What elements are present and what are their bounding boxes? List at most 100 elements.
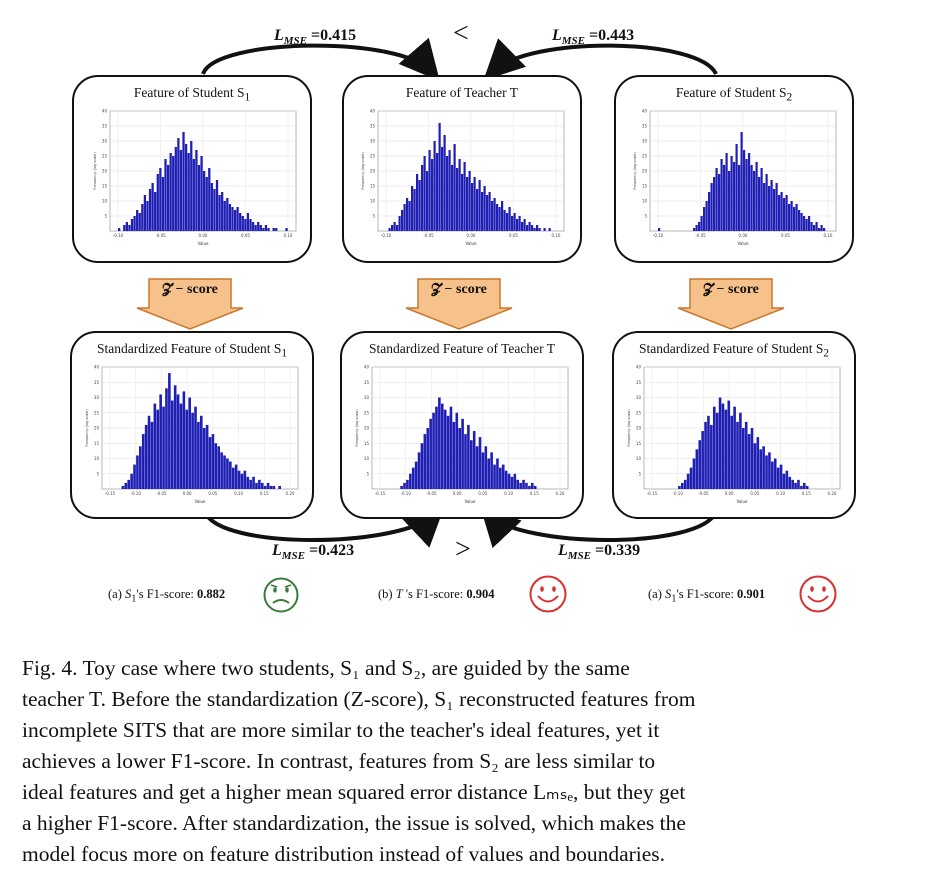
histogram-bar	[455, 412, 459, 489]
histogram-bar	[678, 485, 681, 489]
histogram-bar	[753, 443, 757, 489]
histogram-bar	[501, 464, 505, 489]
histogram-bar	[127, 479, 131, 489]
histogram-bar	[229, 461, 232, 489]
histogram-bar	[205, 424, 209, 489]
histogram-bar	[435, 406, 438, 489]
histogram-bar	[197, 165, 201, 231]
y-tick-label: 20	[642, 169, 648, 174]
histogram-bar	[214, 443, 218, 489]
histogram-bar	[133, 216, 136, 231]
x-tick-label: -0.10	[401, 491, 412, 496]
histogram-bar	[456, 168, 459, 231]
histogram-bar	[707, 415, 710, 489]
histogram-bar	[778, 195, 781, 231]
histogram-standardized-s2: 5 10 15 20 25 30 35 40 -0.15 -0.10 -0.05 0.00 0.05 0.…	[627, 365, 841, 504]
histogram-bar	[182, 391, 186, 489]
f1-score-s2: (a) S1's F1-score: 0.901	[648, 587, 766, 605]
histogram-bar	[803, 216, 806, 231]
x-tick-label: 0.10	[552, 233, 561, 238]
histogram-bar	[742, 428, 745, 489]
loss-bottom-left: LMSE =0.423	[272, 542, 355, 563]
x-axis-label: Value	[198, 241, 210, 246]
histogram-bar	[525, 482, 528, 489]
histogram-bar	[805, 485, 809, 489]
histogram-bar	[695, 449, 699, 489]
histogram-bar	[461, 174, 464, 231]
histogram-bar	[458, 159, 461, 231]
histogram-bar	[805, 219, 808, 231]
y-tick-label: 20	[102, 169, 108, 174]
histogram-bar	[233, 210, 237, 231]
histogram-bar	[538, 228, 541, 231]
histogram-bar	[703, 207, 706, 231]
y-tick-label: 15	[636, 441, 642, 446]
histogram-bar	[138, 213, 141, 231]
histogram-bar	[488, 192, 491, 231]
histogram-bar	[438, 397, 441, 489]
histogram-bar	[533, 485, 537, 489]
histogram-bar	[475, 446, 479, 489]
x-tick-label: 0.15	[260, 491, 269, 496]
histogram-bar	[169, 153, 172, 231]
histogram-bar	[773, 189, 776, 231]
histogram-bar	[693, 228, 696, 231]
histogram-bar	[788, 204, 791, 231]
histogram-bar	[511, 216, 514, 231]
histogram-bar	[727, 400, 731, 489]
histogram-bar	[146, 201, 149, 231]
histogram-bar	[728, 171, 731, 231]
histogram-bar	[260, 482, 264, 489]
happy-face-icon	[799, 575, 837, 613]
histogram-bar	[478, 437, 482, 489]
y-tick-label: 15	[102, 184, 108, 189]
bottom-right-arrow	[479, 505, 718, 549]
histogram-bar	[208, 437, 212, 489]
histogram-bar	[413, 189, 416, 231]
histogram-bar	[689, 467, 693, 489]
y-tick-label: 35	[102, 124, 108, 129]
histogram-bar	[211, 434, 215, 489]
histogram-bar	[418, 180, 421, 231]
y-tick-label: 20	[94, 426, 100, 431]
histogram-bar	[179, 403, 183, 489]
histogram-bar	[710, 183, 713, 231]
histogram-bar	[441, 147, 444, 231]
histogram-bar	[210, 183, 214, 231]
histogram-bar	[760, 168, 763, 231]
histogram-bar	[174, 147, 177, 231]
y-tick-label: 20	[364, 426, 370, 431]
x-tick-label: 0.00	[453, 491, 462, 496]
histogram-bar	[172, 156, 175, 231]
histogram-bar	[518, 216, 521, 231]
x-tick-label: 0.15	[802, 491, 811, 496]
histogram-bar	[733, 162, 736, 231]
histogram-bar	[244, 219, 247, 231]
histogram-bar	[736, 421, 739, 489]
histogram-bar	[725, 153, 728, 231]
histogram-bar	[411, 186, 414, 231]
histogram-teacher: 5 10 15 20 25 30 35 40 -0.10 -0.05 0.00 0.05 0.10 Val…	[361, 109, 565, 246]
histogram-bar	[490, 452, 493, 489]
histogram-bar	[504, 470, 508, 489]
histogram-bar	[156, 174, 159, 231]
histogram-bar	[762, 446, 765, 489]
histogram-bar	[793, 207, 796, 231]
histogram-bar	[744, 421, 748, 489]
histogram-bar	[705, 201, 708, 231]
histogram-bar	[165, 388, 168, 489]
histogram-bar	[800, 213, 803, 231]
y-tick-label: 35	[370, 124, 376, 129]
histogram-bar	[692, 458, 696, 489]
histogram-bar	[513, 213, 516, 231]
histogram-bar	[246, 213, 250, 231]
histogram-bar	[791, 479, 794, 489]
histogram-bar	[143, 195, 147, 231]
histogram-bar	[740, 132, 743, 231]
y-tick-label: 10	[642, 199, 648, 204]
histogram-bar	[498, 207, 501, 231]
histogram-bar	[788, 476, 792, 489]
histogram-bar	[403, 482, 406, 489]
histogram-bar	[124, 482, 128, 489]
histogram-bar	[486, 195, 489, 231]
